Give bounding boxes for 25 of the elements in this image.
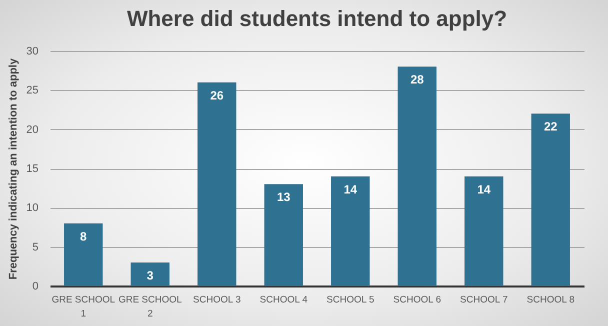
data-label: 8	[80, 229, 88, 244]
y-axis-title: Frequency indicating an intention to apply	[7, 58, 20, 280]
data-label: 14	[477, 182, 491, 196]
x-tick-label: GRE SCHOOL 2	[118, 294, 182, 320]
data-label: 22	[544, 120, 558, 134]
y-tick-label: 10	[26, 202, 38, 214]
data-label: 14	[344, 182, 358, 196]
chart-title: Where did students intend to apply?	[126, 6, 508, 31]
x-tick-label: SCHOOL 3	[193, 294, 241, 306]
y-tick-label: 15	[26, 163, 38, 175]
data-label: 28	[410, 72, 424, 87]
x-tick-label: GRE SCHOOL 1	[52, 294, 116, 320]
y-tick-label: 25	[26, 84, 38, 97]
y-tick-label: 20	[26, 124, 38, 136]
y-tick-label: 0	[32, 280, 38, 292]
x-tick-label: SCHOOL 6	[393, 294, 441, 306]
data-label: 3	[146, 268, 154, 282]
x-tick-label: SCHOOL 8	[526, 294, 574, 306]
data-label: 13	[276, 190, 291, 204]
x-tick-label: SCHOOL 4	[260, 294, 308, 306]
x-tick-label: SCHOOL 5	[326, 294, 374, 306]
y-tick-label: 30	[26, 46, 38, 58]
y-tick-label: 5	[32, 241, 38, 254]
x-tick-label: SCHOOL 7	[460, 294, 508, 306]
data-label: 26	[210, 88, 224, 102]
